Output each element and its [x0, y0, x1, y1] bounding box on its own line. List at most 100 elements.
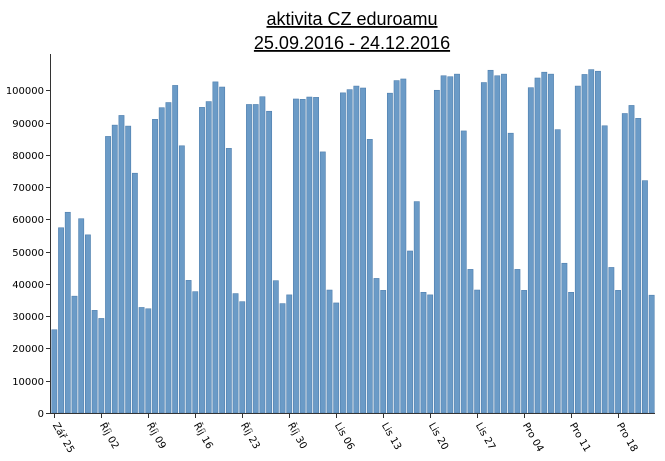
bar-61 [460, 130, 467, 414]
bar-66 [494, 75, 501, 414]
bar-71 [527, 87, 534, 414]
bar-9 [111, 124, 118, 414]
bar-31 [259, 96, 266, 414]
bar-37 [299, 99, 306, 414]
bar-41 [326, 289, 333, 414]
y-tick-label-3: 30000 [12, 312, 44, 323]
bar-25 [219, 86, 226, 414]
bar-83 [608, 267, 615, 414]
bars-group [51, 69, 655, 414]
x-tick-label-5: Říj 30 [285, 420, 310, 451]
bar-74 [548, 73, 554, 414]
bar-73 [541, 71, 548, 414]
bar-69 [514, 269, 521, 414]
bar-67 [501, 73, 507, 414]
bar-40 [319, 151, 326, 414]
bar-49 [380, 290, 387, 414]
chart-subtitle: 25.09.2016 - 24.12.2016 [254, 33, 450, 53]
bar-51 [393, 80, 400, 414]
bar-13 [138, 307, 145, 414]
bar-80 [588, 69, 595, 414]
bar-4 [78, 218, 85, 414]
bar-28 [239, 301, 246, 414]
bar-84 [615, 290, 621, 414]
bar-23 [205, 101, 212, 414]
bar-30 [252, 104, 259, 414]
bar-29 [246, 104, 252, 414]
y-tick-label-7: 70000 [12, 183, 44, 194]
bar-77 [568, 291, 575, 414]
bar-27 [232, 293, 239, 414]
y-tick-label-5: 50000 [12, 248, 44, 259]
bar-17 [165, 102, 172, 414]
bar-44 [346, 89, 353, 414]
bar-68 [507, 132, 514, 414]
x-tick-label-8: Lis 20 [426, 421, 450, 452]
y-axis: 0 10000 20000 30000 40000 50000 60000 70000 8000… [6, 54, 51, 420]
x-tick-label-3: Říj 16 [191, 420, 216, 451]
y-tick-label-2: 20000 [12, 344, 44, 355]
bar-7 [98, 318, 105, 414]
bar-5 [84, 234, 91, 414]
bar-57 [433, 89, 440, 414]
bar-15 [152, 119, 158, 414]
y-tick-label-0: 0 [38, 409, 44, 420]
bar-6 [91, 310, 98, 414]
bar-8 [105, 136, 111, 414]
y-tick-label-10: 100000 [6, 86, 44, 97]
bar-70 [521, 290, 528, 414]
bar-78 [574, 85, 581, 414]
bar-47 [366, 139, 373, 414]
bar-3 [71, 295, 78, 414]
bar-88 [642, 180, 648, 414]
bar-86 [628, 105, 635, 414]
bar-35 [286, 294, 293, 414]
bar-1 [58, 227, 64, 414]
bar-54 [413, 201, 420, 414]
x-tick-label-4: Říj 23 [238, 420, 263, 451]
bar-62 [467, 269, 474, 414]
bar-18 [172, 85, 179, 414]
y-tick-label-9: 90000 [12, 119, 44, 130]
bar-24 [212, 81, 219, 414]
bar-79 [581, 74, 588, 414]
bar-81 [595, 70, 601, 414]
bar-72 [534, 77, 541, 414]
x-tick-label-0: Zář 25 [50, 421, 77, 456]
bar-43 [340, 92, 346, 414]
bar-55 [420, 291, 427, 414]
bar-45 [353, 85, 360, 414]
bar-10 [118, 115, 125, 414]
x-tick-label-6: Lis 06 [332, 421, 356, 452]
bar-53 [407, 250, 413, 414]
bar-63 [474, 289, 481, 414]
bar-36 [293, 98, 299, 414]
bar-0 [51, 329, 58, 414]
bar-34 [279, 303, 286, 414]
x-tick-label-12: Pro 18 [614, 421, 639, 454]
bar-38 [306, 96, 313, 414]
x-tick-label-7: Lis 13 [379, 421, 403, 452]
y-tick-label-6: 60000 [12, 215, 44, 226]
x-tick-label-11: Pro 11 [567, 421, 592, 454]
bar-89 [648, 294, 655, 414]
bar-22 [199, 107, 205, 414]
bar-52 [400, 78, 407, 414]
bar-39 [313, 97, 320, 414]
bar-50 [386, 92, 393, 414]
bar-59 [447, 76, 454, 414]
x-tick-label-9: Lis 27 [473, 421, 497, 452]
bar-64 [480, 82, 487, 414]
bar-32 [266, 110, 273, 414]
bar-48 [373, 278, 380, 414]
y-tick-label-4: 40000 [12, 280, 44, 291]
bar-11 [125, 125, 132, 414]
bar-58 [440, 75, 447, 414]
bar-16 [158, 107, 165, 414]
bar-14 [145, 308, 152, 414]
bar-87 [635, 118, 642, 414]
bar-65 [487, 69, 494, 414]
bar-33 [272, 280, 279, 414]
y-tick-label-8: 80000 [12, 151, 44, 162]
